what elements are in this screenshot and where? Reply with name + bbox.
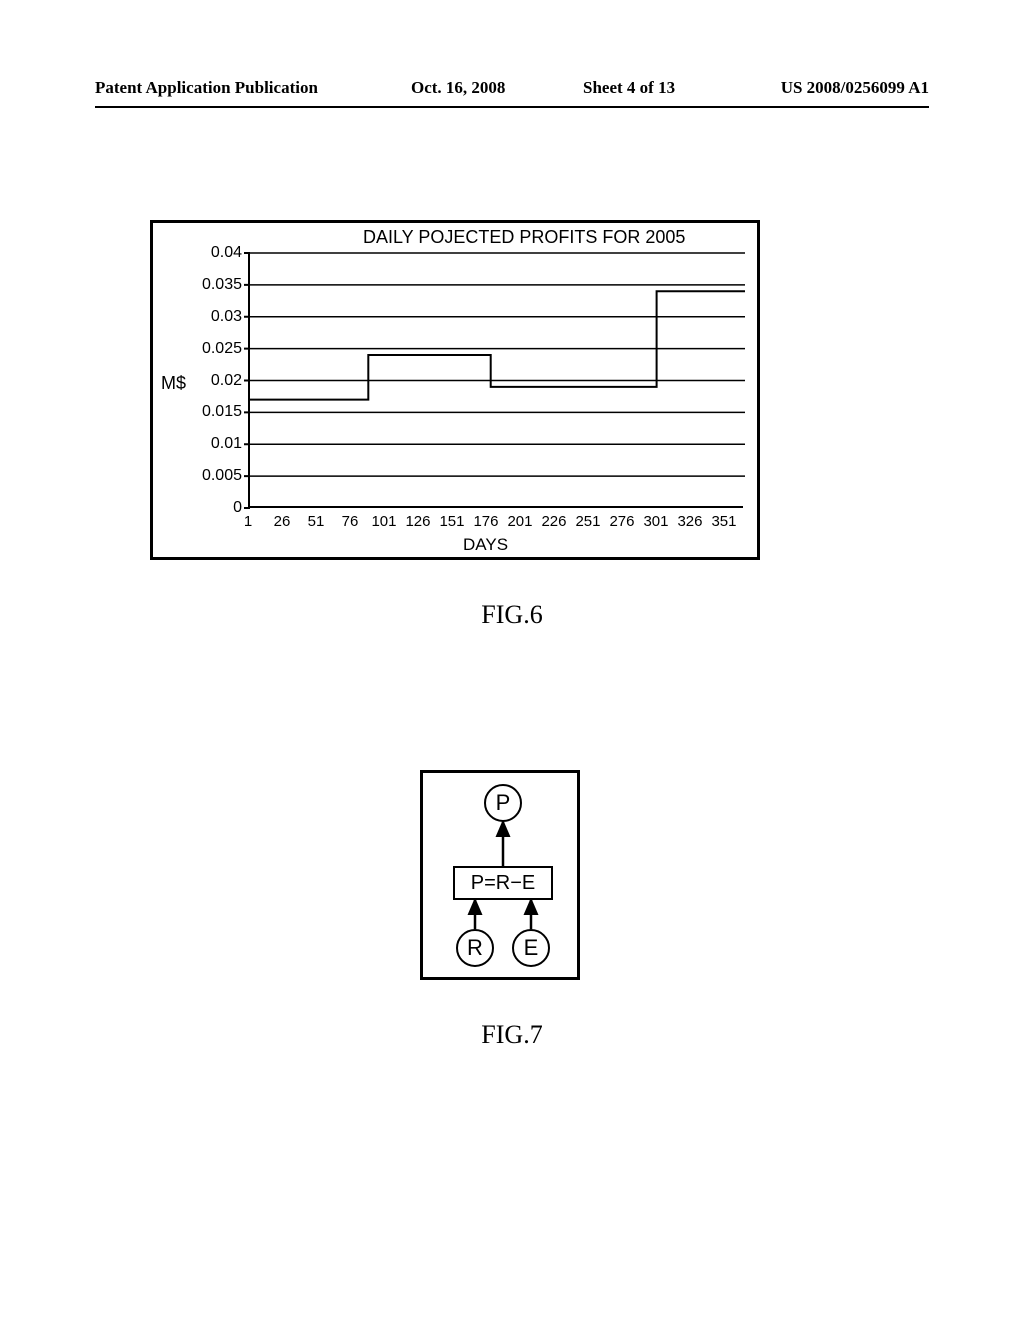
page-header: Patent Application Publication Oct. 16, …	[95, 78, 929, 108]
fig7-node-P: P	[484, 784, 522, 822]
header-sheet: Sheet 4 of 13	[583, 78, 675, 98]
header-date: Oct. 16, 2008	[411, 78, 505, 98]
fig6-xtick: 151	[439, 513, 464, 530]
fig6-ytick: 0	[233, 499, 242, 517]
fig6-xtick: 326	[677, 513, 702, 530]
fig7-eq-box: P=R−E	[453, 866, 553, 900]
fig6-xtick: 201	[507, 513, 532, 530]
fig6-svg	[250, 253, 745, 508]
fig6-plot-area	[248, 253, 743, 508]
fig6-ytick: 0.015	[202, 403, 242, 421]
fig6-xtick: 101	[371, 513, 396, 530]
fig6-xtick: 251	[575, 513, 600, 530]
fig6-step-line	[250, 291, 745, 399]
fig6-chart-frame: DAILY POJECTED PROFITS FOR 2005 M$ DAYS …	[150, 220, 760, 560]
header-pubno: US 2008/0256099 A1	[781, 78, 929, 98]
fig6-xtick: 301	[643, 513, 668, 530]
fig6-ytick: 0.01	[211, 435, 242, 453]
fig6-ytick: 0.03	[211, 308, 242, 326]
fig6-ytick: 0.025	[202, 340, 242, 358]
fig6-xlabel: DAYS	[463, 535, 508, 555]
fig6-xtick: 276	[609, 513, 634, 530]
fig7-node-R: R	[456, 929, 494, 967]
fig6-xtick: 51	[308, 513, 325, 530]
fig6-xtick: 126	[405, 513, 430, 530]
fig6-xtick: 226	[541, 513, 566, 530]
fig6-caption: FIG.6	[0, 600, 1024, 630]
fig6-xtick: 351	[711, 513, 736, 530]
fig7-diagram-frame: P P=R−E RE	[420, 770, 580, 980]
fig6-ytick: 0.005	[202, 467, 242, 485]
fig6-ytick: 0.02	[211, 372, 242, 390]
fig6-xtick: 76	[342, 513, 359, 530]
fig6-xtick: 1	[244, 513, 252, 530]
fig6-xtick: 176	[473, 513, 498, 530]
fig6-ylabel: M$	[161, 373, 186, 394]
fig6-title: DAILY POJECTED PROFITS FOR 2005	[363, 227, 685, 248]
fig7-caption: FIG.7	[0, 1020, 1024, 1050]
fig6-ytick: 0.04	[211, 244, 242, 262]
fig7-node-E: E	[512, 929, 550, 967]
fig6-ytick: 0.035	[202, 276, 242, 294]
header-left: Patent Application Publication	[95, 78, 318, 106]
fig6-xtick: 26	[274, 513, 291, 530]
